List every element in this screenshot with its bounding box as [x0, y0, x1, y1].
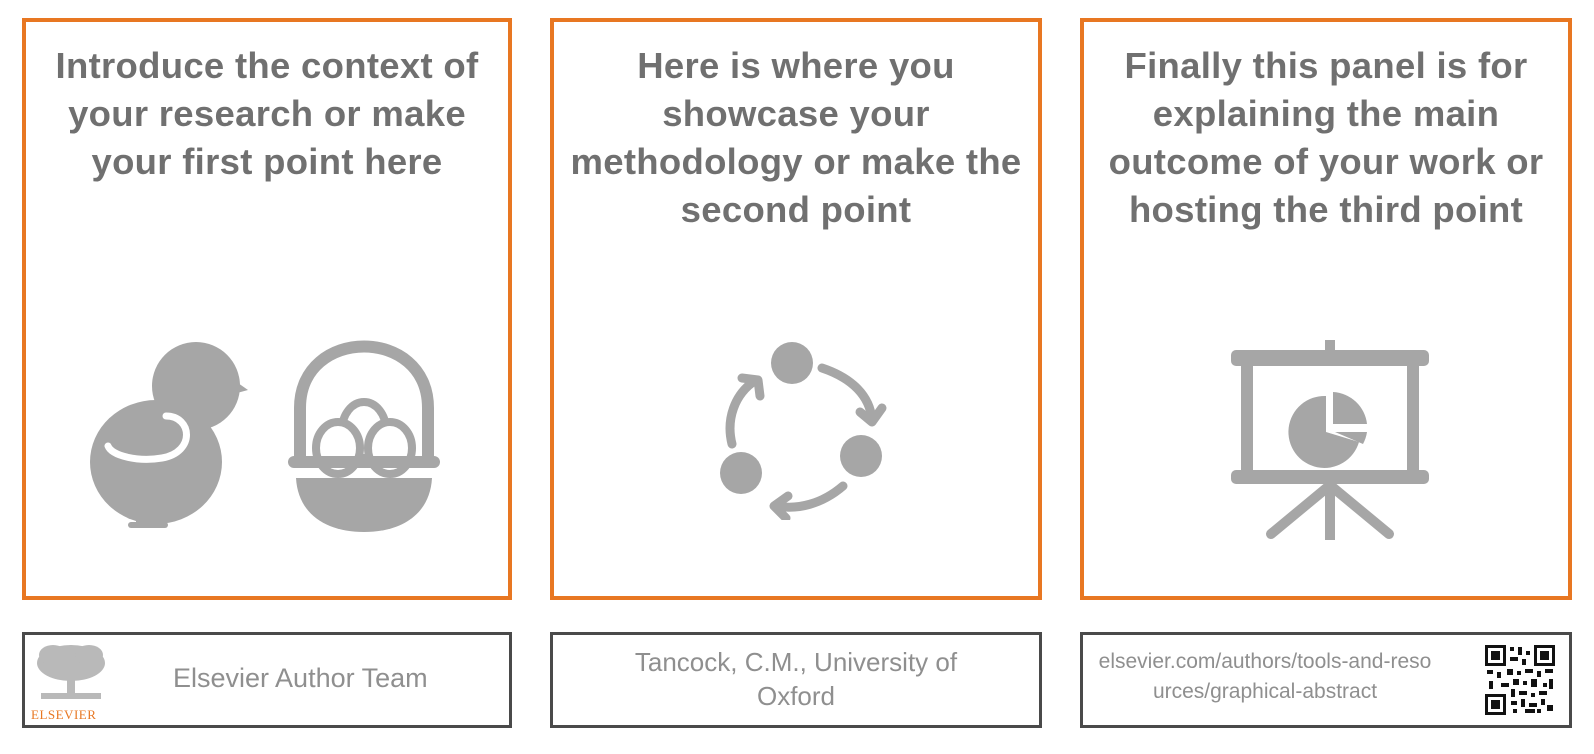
footer-author-text: Elsevier Author Team — [173, 663, 428, 693]
footer-link-text[interactable]: elsevier.com/authors/tools-and-resources… — [1098, 650, 1432, 703]
cycle-icon — [720, 342, 887, 520]
presentation-pie-chart-icon — [1231, 340, 1429, 540]
elsevier-tree-logo — [37, 645, 105, 699]
chick-icon — [90, 342, 248, 528]
panel-outcome: Finally this panel is for explaining the… — [1080, 18, 1572, 600]
panel-methodology: Here is where you showcase your methodol… — [550, 18, 1042, 600]
egg-basket-icon — [288, 340, 440, 532]
elsevier-logo-text: ELSEVIER — [31, 707, 97, 722]
qr-code-icon — [1485, 645, 1555, 715]
panel-context: Introduce the context of your research o… — [22, 18, 512, 600]
panel-outcome-text: Finally this panel is for explaining the… — [1108, 45, 1544, 230]
footer-credit: Tancock, C.M., University of Oxford — [550, 632, 1042, 728]
footer-author: ELSEVIER Elsevier Author Team — [22, 632, 512, 728]
panel-methodology-text: Here is where you showcase your methodol… — [570, 45, 1022, 230]
footer-credit-text: Tancock, C.M., University of Oxford — [634, 647, 958, 711]
footer-link: elsevier.com/authors/tools-and-resources… — [1080, 632, 1572, 728]
panel-context-text: Introduce the context of your research o… — [55, 45, 479, 182]
